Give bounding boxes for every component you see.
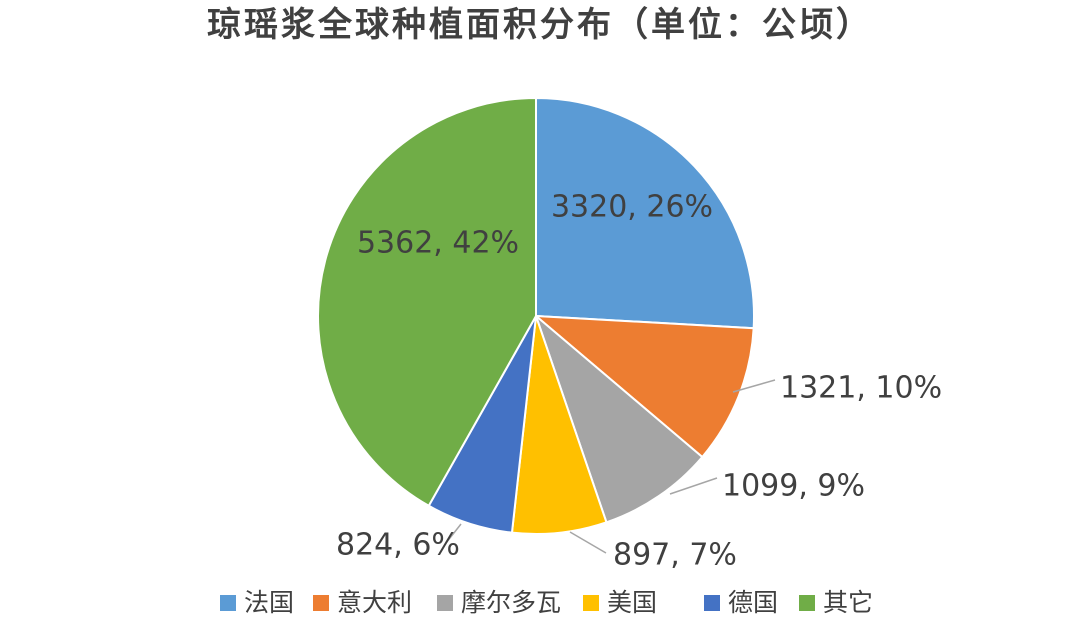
legend-label-5: 其它 (823, 588, 873, 617)
legend-label-3: 美国 (607, 588, 657, 617)
chart-title: 琼瑶浆全球种植面积分布（单位：公顷） (207, 5, 873, 45)
leader-line-4 (445, 523, 462, 544)
leader-line-3 (569, 531, 607, 554)
legend-swatch-5 (799, 595, 815, 611)
data-label-3: 897, 7% (613, 538, 737, 573)
data-label-2: 1099, 9% (722, 469, 865, 504)
pie-slice-2 (533, 312, 704, 524)
leader-line-1 (732, 379, 776, 393)
legend: 法国 意大利 摩尔多瓦 美国 德国 其它 (220, 588, 873, 617)
legend-swatch-2 (437, 595, 453, 611)
legend-label-2: 摩尔多瓦 (461, 588, 561, 617)
data-label-5: 5362, 42% (357, 226, 519, 261)
pie-slices (317, 96, 756, 536)
legend-swatch-0 (220, 595, 236, 611)
legend-swatch-1 (313, 595, 329, 611)
pie-slice-1 (533, 314, 755, 459)
leader-line-2 (669, 477, 718, 495)
pie-slice-0 (535, 96, 756, 330)
data-label-4: 824, 6% (336, 528, 460, 563)
legend-label-0: 法国 (244, 588, 294, 617)
data-label-0: 3320, 26% (551, 190, 713, 225)
pie-slice-5 (317, 96, 537, 508)
legend-swatch-3 (583, 595, 599, 611)
data-label-1: 1321, 10% (780, 371, 942, 406)
legend-label-1: 意大利 (337, 588, 412, 617)
leader-lines (445, 379, 776, 554)
data-labels: 3320, 26% 1321, 10% 1099, 9% 897, 7% 824, 6%… (336, 190, 942, 573)
legend-label-4: 德国 (728, 588, 778, 617)
legend-swatch-4 (704, 595, 720, 611)
